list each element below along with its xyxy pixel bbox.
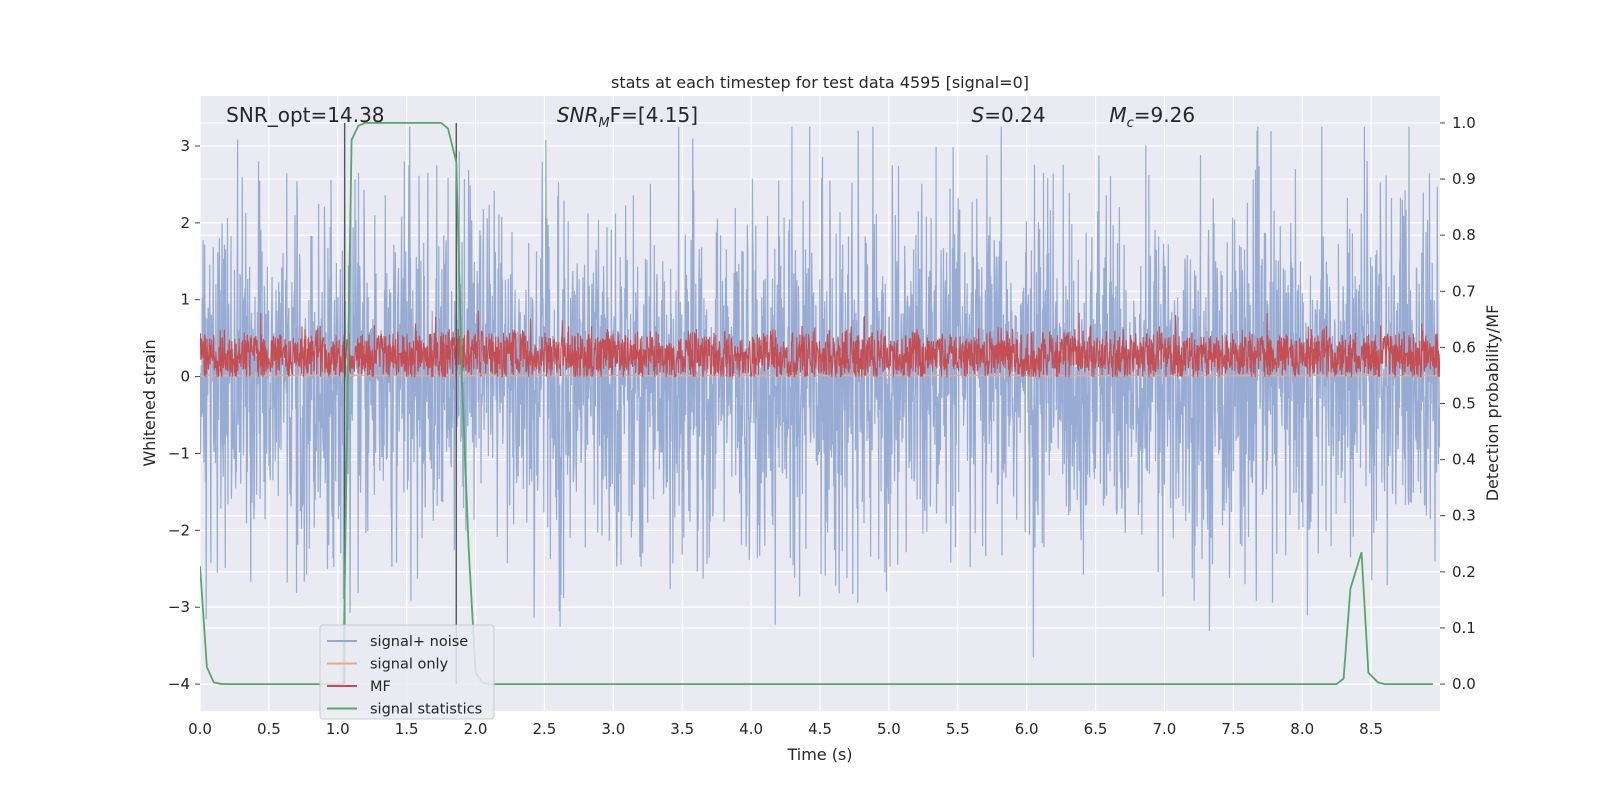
- y2-tick-label: 0.0: [1452, 675, 1476, 693]
- y2-tick-label: 0.8: [1452, 226, 1476, 244]
- y2-tick-label: 0.1: [1452, 619, 1476, 637]
- y-axis-label: Whitened strain: [140, 339, 159, 466]
- legend-label: signal only: [370, 657, 449, 673]
- series-line: [200, 122, 1434, 685]
- x-tick-label: 0.5: [257, 720, 281, 738]
- legend: signal+ noise signal only MF signal statist…: [319, 624, 495, 720]
- y2-tick-label: 1.0: [1452, 114, 1476, 132]
- x-tick-label: 7.5: [1221, 720, 1245, 738]
- annotation: S=0.24: [972, 103, 1046, 127]
- x-tick-label: 1.5: [395, 720, 419, 738]
- annotations: SNR_opt=14.38 SNRMF=[4.15] S=0.24 Mc=9.26: [226, 103, 1195, 131]
- x-tick-label: 1.0: [326, 720, 350, 738]
- legend-box: [319, 624, 495, 720]
- x-tick-label: 3.5: [670, 720, 694, 738]
- chart-title: stats at each timestep for test data 459…: [611, 73, 1029, 92]
- annotation: SNRMF=[4.15]: [557, 103, 698, 131]
- x-tick-label: 3.0: [601, 720, 625, 738]
- y-tick-label: −1: [168, 444, 190, 462]
- y2-tick-label: 0.7: [1452, 282, 1476, 300]
- y2-tick-label: 0.9: [1452, 170, 1476, 188]
- x-axis-ticks: 0.0 0.5 1.0 1.5 2.0 2.5 3.0 3.5 4.0 4.5 5.0 5.5 6.0 6…: [188, 720, 1383, 738]
- y2-tick-label: 0.3: [1452, 507, 1476, 525]
- series-signal-statistics: [200, 122, 1434, 685]
- legend-label: signal+ noise: [370, 634, 468, 650]
- x-tick-label: 6.0: [1015, 720, 1039, 738]
- series-mf: [200, 310, 1440, 378]
- x-axis-label: Time (s): [786, 745, 852, 764]
- x-tick-label: 8.5: [1359, 720, 1383, 738]
- x-tick-label: 2.0: [464, 720, 488, 738]
- x-tick-label: 5.0: [877, 720, 901, 738]
- y-tick-label: −3: [168, 598, 190, 616]
- y2-tick-label: 0.6: [1452, 338, 1476, 356]
- y2-tick-label: 0.5: [1452, 395, 1476, 413]
- y-tick-label: −2: [168, 521, 190, 539]
- y2-axis-ticks: 0.0 0.1 0.2 0.3 0.4 0.5 0.6 0.7 0.8 0.9 1.0: [1440, 114, 1476, 693]
- y-tick-label: −4: [168, 675, 190, 693]
- y-axis-ticks: −4 −3 −2 −1 0 1 2 3: [168, 137, 200, 693]
- x-tick-label: 4.0: [739, 720, 763, 738]
- x-tick-label: 4.5: [808, 720, 832, 738]
- annotation: SNR_opt=14.38: [226, 103, 384, 127]
- legend-label: MF: [370, 679, 391, 695]
- legend-label: signal statistics: [370, 702, 482, 718]
- x-tick-label: 2.5: [533, 720, 557, 738]
- y-tick-label: 1: [180, 291, 190, 309]
- x-tick-label: 6.5: [1084, 720, 1108, 738]
- y-tick-label: 3: [180, 137, 190, 155]
- series-line: [200, 310, 1440, 378]
- x-tick-label: 8.0: [1290, 720, 1314, 738]
- annotation: Mc=9.26: [1109, 103, 1195, 131]
- y-tick-label: 0: [180, 368, 190, 386]
- x-tick-label: 0.0: [188, 720, 212, 738]
- y2-tick-label: 0.4: [1452, 451, 1476, 469]
- y2-axis-label: Detection probability/MF: [1483, 305, 1502, 502]
- y2-tick-label: 0.2: [1452, 563, 1476, 581]
- x-tick-label: 7.0: [1153, 720, 1177, 738]
- x-tick-label: 5.5: [946, 720, 970, 738]
- y-tick-label: 2: [180, 214, 190, 232]
